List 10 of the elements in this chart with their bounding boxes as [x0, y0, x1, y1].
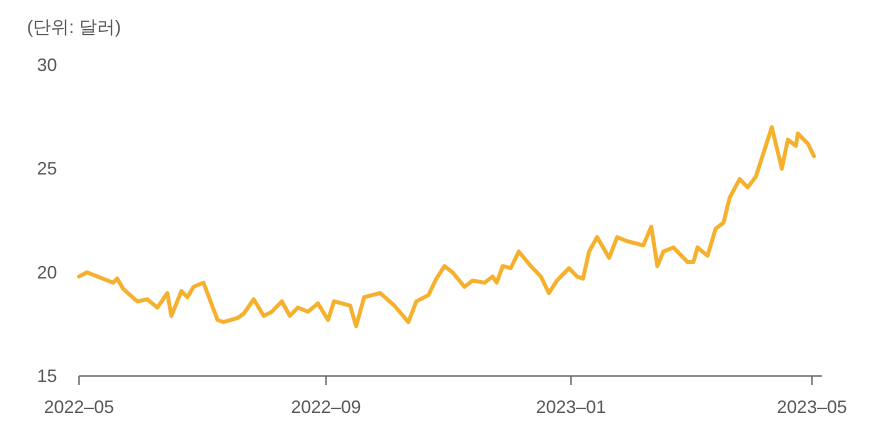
x-tick-label: 2022–05: [44, 397, 114, 417]
x-tick-label: 2022–09: [290, 397, 362, 417]
x-tick-label: 2023–01: [536, 397, 606, 417]
y-tick-label: 15: [36, 366, 58, 386]
y-tick-label: 20: [36, 262, 58, 282]
y-axis-title: (단위: 달러): [27, 17, 121, 37]
x-tick-label: 2023–05: [776, 397, 847, 417]
y-tick-label: 30: [36, 55, 58, 75]
line-series: [77, 125, 816, 328]
y-tick-label: 25: [36, 158, 58, 179]
